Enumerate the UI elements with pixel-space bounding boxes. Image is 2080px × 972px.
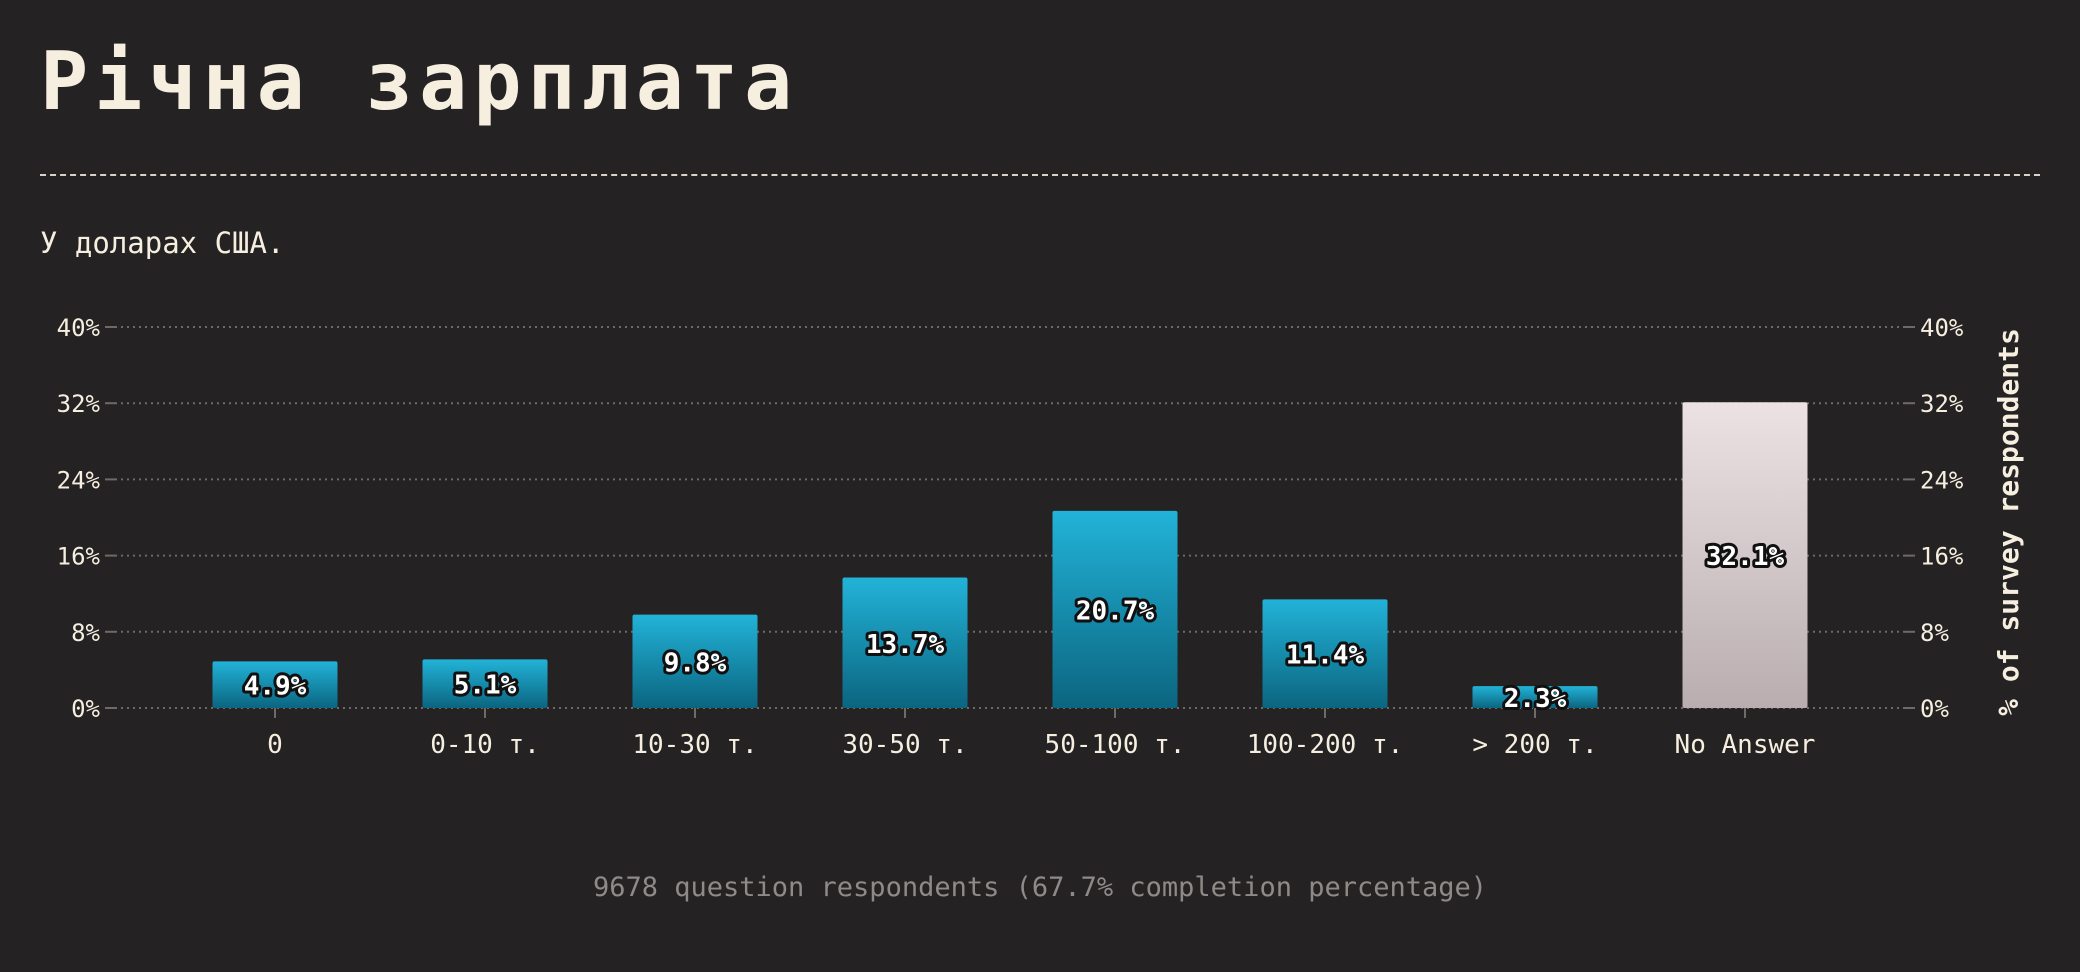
y-tick-label-right: 8% bbox=[1920, 619, 1949, 647]
bar bbox=[842, 577, 968, 708]
data-label: 32.1% bbox=[1706, 542, 1785, 572]
title-divider bbox=[40, 174, 2040, 176]
bar bbox=[212, 661, 338, 708]
x-category-label: 30-50 т. bbox=[842, 730, 967, 760]
x-category-label: 50-100 т. bbox=[1045, 730, 1186, 760]
data-label: 2.3% bbox=[1504, 684, 1567, 714]
y-tick-label-left: 8% bbox=[71, 619, 100, 647]
x-category-label: No Answer bbox=[1675, 730, 1816, 760]
data-label: 11.4% bbox=[1286, 641, 1365, 671]
y-axis-title: % of survey respondents bbox=[1992, 328, 2025, 716]
y-tick-label-right: 16% bbox=[1920, 543, 1964, 571]
data-label: 13.7% bbox=[866, 630, 945, 660]
y-axis-ticks: 0% 0% 8% 8% 16% 16% 24% 24% 32% 32% 40% 40% bbox=[57, 314, 1964, 723]
data-label: 9.8% bbox=[664, 648, 727, 678]
bar bbox=[1472, 686, 1598, 708]
x-category-label: 0 bbox=[267, 730, 283, 760]
data-label: 4.9% bbox=[244, 672, 307, 702]
x-category-label: > 200 т. bbox=[1472, 730, 1597, 760]
bar bbox=[1262, 599, 1388, 708]
data-labels: 4.9% 5.1% 9.8% 13.7% 20.7% 11.4% 2.3% 32.1% bbox=[241, 539, 1788, 717]
x-category-label: 100-200 т. bbox=[1247, 730, 1404, 760]
chart-subtitle: У доларах США. bbox=[40, 226, 285, 260]
respondents-note: 9678 question respondents (67.7% complet… bbox=[592, 872, 1488, 903]
y-tick-label-right: 24% bbox=[1920, 466, 1964, 494]
bar bbox=[632, 614, 758, 708]
page-title: Річна зарплата bbox=[40, 35, 799, 128]
y-tick-label-right: 0% bbox=[1920, 695, 1949, 723]
y-tick-label-left: 16% bbox=[57, 543, 101, 571]
y-tick-label-left: 0% bbox=[71, 695, 100, 723]
data-label: 20.7% bbox=[1076, 596, 1155, 626]
y-tick-label-left: 40% bbox=[57, 314, 101, 342]
x-category-label: 0-10 т. bbox=[430, 730, 540, 760]
y-tick-label-right: 40% bbox=[1920, 314, 1964, 342]
bars bbox=[212, 402, 1808, 708]
gridlines bbox=[115, 326, 1905, 709]
data-label: 5.1% bbox=[454, 671, 517, 701]
y-tick-label-right: 32% bbox=[1920, 390, 1964, 418]
y-tick-label-left: 32% bbox=[57, 390, 101, 418]
bar bbox=[1682, 402, 1808, 708]
y-tick-label-left: 24% bbox=[57, 466, 101, 494]
bar bbox=[422, 659, 548, 708]
x-category-label: 10-30 т. bbox=[632, 730, 757, 760]
x-axis-categories: 0 0-10 т. 10-30 т. 30-50 т. 50-100 т. 100-200… bbox=[267, 708, 1815, 760]
bar bbox=[1052, 510, 1178, 708]
